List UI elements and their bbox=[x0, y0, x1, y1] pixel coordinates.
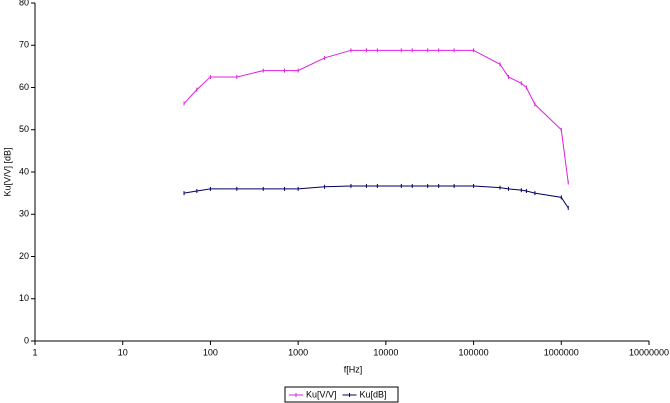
y-tick-label: 30 bbox=[19, 209, 29, 219]
y-tick-label: 20 bbox=[19, 251, 29, 261]
x-tick-label: 1000 bbox=[288, 347, 308, 357]
y-tick-label: 70 bbox=[19, 40, 29, 50]
x-axis-label: f[Hz] bbox=[344, 364, 363, 374]
x-tick-label: 10000 bbox=[373, 347, 398, 357]
y-tick-label: 50 bbox=[19, 124, 29, 134]
legend-box bbox=[284, 386, 399, 403]
x-tick-label: 100000 bbox=[459, 347, 489, 357]
y-tick-label: 0 bbox=[24, 335, 29, 345]
y-tick-label: 60 bbox=[19, 82, 29, 92]
series-line bbox=[183, 49, 569, 183]
y-tick-label: 40 bbox=[19, 166, 29, 176]
y-tick-label: 10 bbox=[19, 293, 29, 303]
legend-label: Ku[V/V] bbox=[306, 389, 337, 399]
legend-label: Ku[dB] bbox=[360, 389, 387, 399]
x-tick-label: 1000000 bbox=[544, 347, 579, 357]
y-axis-label: Ku[V/V] [dB] bbox=[2, 147, 12, 196]
x-tick-label: 10 bbox=[118, 347, 128, 357]
x-tick-label: 10000000 bbox=[629, 347, 669, 357]
x-tick-label: 100 bbox=[203, 347, 218, 357]
y-tick-label: 80 bbox=[19, 0, 29, 7]
x-tick-label: 1 bbox=[32, 347, 37, 357]
series-line bbox=[183, 185, 569, 209]
